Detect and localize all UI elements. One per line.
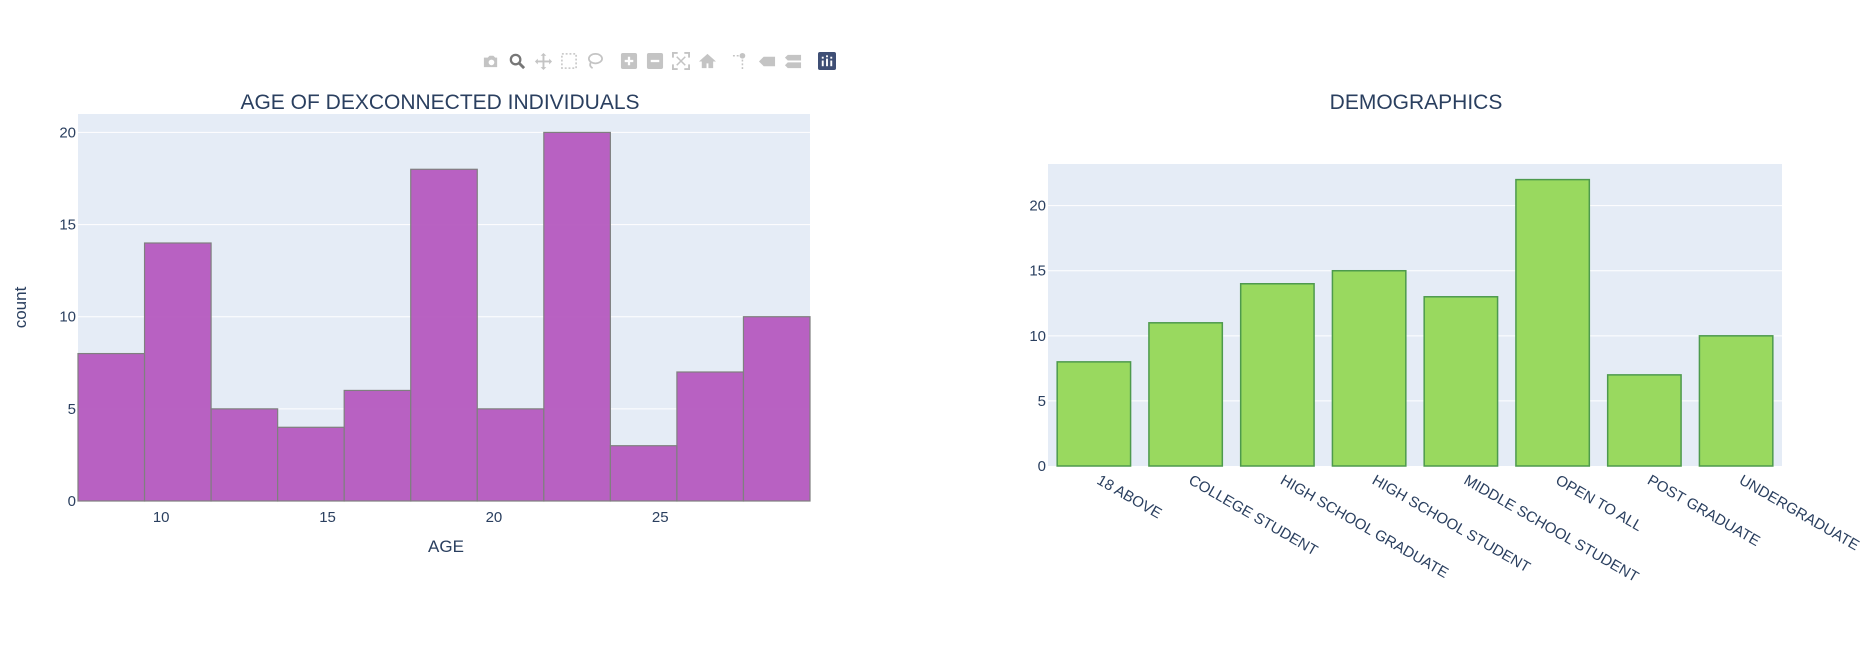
hist-bar[interactable]: [277, 426, 345, 502]
hist-xaxis-title: AGE: [428, 537, 464, 556]
modebar: [478, 48, 840, 74]
hist-bar[interactable]: [210, 408, 279, 502]
reset-axes-icon: [698, 53, 716, 69]
hist-yaxis-title: count: [11, 286, 30, 328]
demo-xtick-label: HIGH SCHOOL GRADUATE: [1277, 472, 1451, 582]
demo-ytick-label: 0: [1038, 458, 1046, 475]
demo-ytick-label: 15: [1029, 263, 1046, 280]
hist-ytick-label: 20: [59, 124, 76, 141]
lasso-select-icon: [587, 53, 603, 69]
box-select-icon: [561, 53, 577, 69]
spike-lines-icon: [732, 52, 746, 70]
hist-ytick-label: 0: [68, 493, 76, 510]
hist-xtick-label: 10: [153, 509, 170, 526]
demo-ytick-label: 5: [1038, 393, 1046, 410]
hist-bar[interactable]: [742, 316, 811, 502]
pan-icon: [534, 52, 552, 70]
demo-ytick-label: 10: [1029, 328, 1046, 345]
plotly-logo-icon: [818, 52, 836, 70]
hist-xtick-label: 20: [486, 509, 503, 526]
autoscale-icon: [672, 52, 690, 70]
box-select-button[interactable]: [556, 48, 582, 74]
hist-ytick-label: 5: [68, 401, 76, 418]
demo-bar[interactable]: [1698, 335, 1774, 467]
autoscale-button[interactable]: [668, 48, 694, 74]
hist-bar[interactable]: [609, 445, 678, 502]
demo-title: DEMOGRAPHICS: [1330, 91, 1503, 114]
hist-xtick-label: 25: [652, 509, 669, 526]
camera-button[interactable]: [478, 48, 504, 74]
demo-xtick-label: HIGH SCHOOL STUDENT: [1369, 472, 1533, 576]
zoom-out-icon: [646, 52, 664, 70]
hist-xtick-label: 15: [319, 509, 336, 526]
demo-xtick-label: 18 ABOVE: [1094, 472, 1165, 523]
hover-closest-button[interactable]: [754, 48, 780, 74]
hist-bar[interactable]: [343, 389, 412, 502]
demo-bar[interactable]: [1331, 269, 1407, 467]
demo-bar[interactable]: [1148, 322, 1224, 467]
hist-bar[interactable]: [543, 131, 611, 502]
hist-bar[interactable]: [410, 168, 478, 502]
lasso-select-button[interactable]: [582, 48, 608, 74]
hist-title: AGE OF DEXCONNECTED INDIVIDUALS: [240, 91, 639, 114]
reset-axes-button[interactable]: [694, 48, 720, 74]
demo-bar[interactable]: [1239, 283, 1315, 467]
demo-ytick-label: 20: [1029, 198, 1046, 215]
pan-button[interactable]: [530, 48, 556, 74]
hover-compare-button[interactable]: [780, 48, 806, 74]
hist-bar[interactable]: [676, 371, 745, 502]
demo-bar[interactable]: [1606, 374, 1682, 467]
hist-bar[interactable]: [143, 242, 212, 502]
zoom-icon: [509, 53, 526, 70]
plotly-logo-button[interactable]: [814, 48, 840, 74]
zoom-button[interactable]: [504, 48, 530, 74]
camera-icon: [483, 55, 498, 68]
hover-compare-icon: [784, 54, 802, 69]
zoom-in-button[interactable]: [616, 48, 642, 74]
demo-xtick-label: OPEN TO ALL: [1553, 472, 1646, 535]
hist-bar[interactable]: [476, 408, 545, 502]
demo-bar[interactable]: [1515, 178, 1591, 467]
spike-lines-button[interactable]: [728, 48, 754, 74]
hist-bar[interactable]: [77, 352, 146, 502]
demo-xtick-label: MIDDLE SCHOOL STUDENT: [1461, 472, 1642, 586]
zoom-out-button[interactable]: [642, 48, 668, 74]
demo-bar[interactable]: [1423, 296, 1499, 467]
hist-ytick-label: 10: [59, 309, 76, 326]
hover-closest-icon: [758, 56, 776, 67]
hist-ytick-label: 15: [59, 217, 76, 234]
zoom-in-icon: [620, 52, 638, 70]
demo-bar[interactable]: [1056, 361, 1132, 467]
